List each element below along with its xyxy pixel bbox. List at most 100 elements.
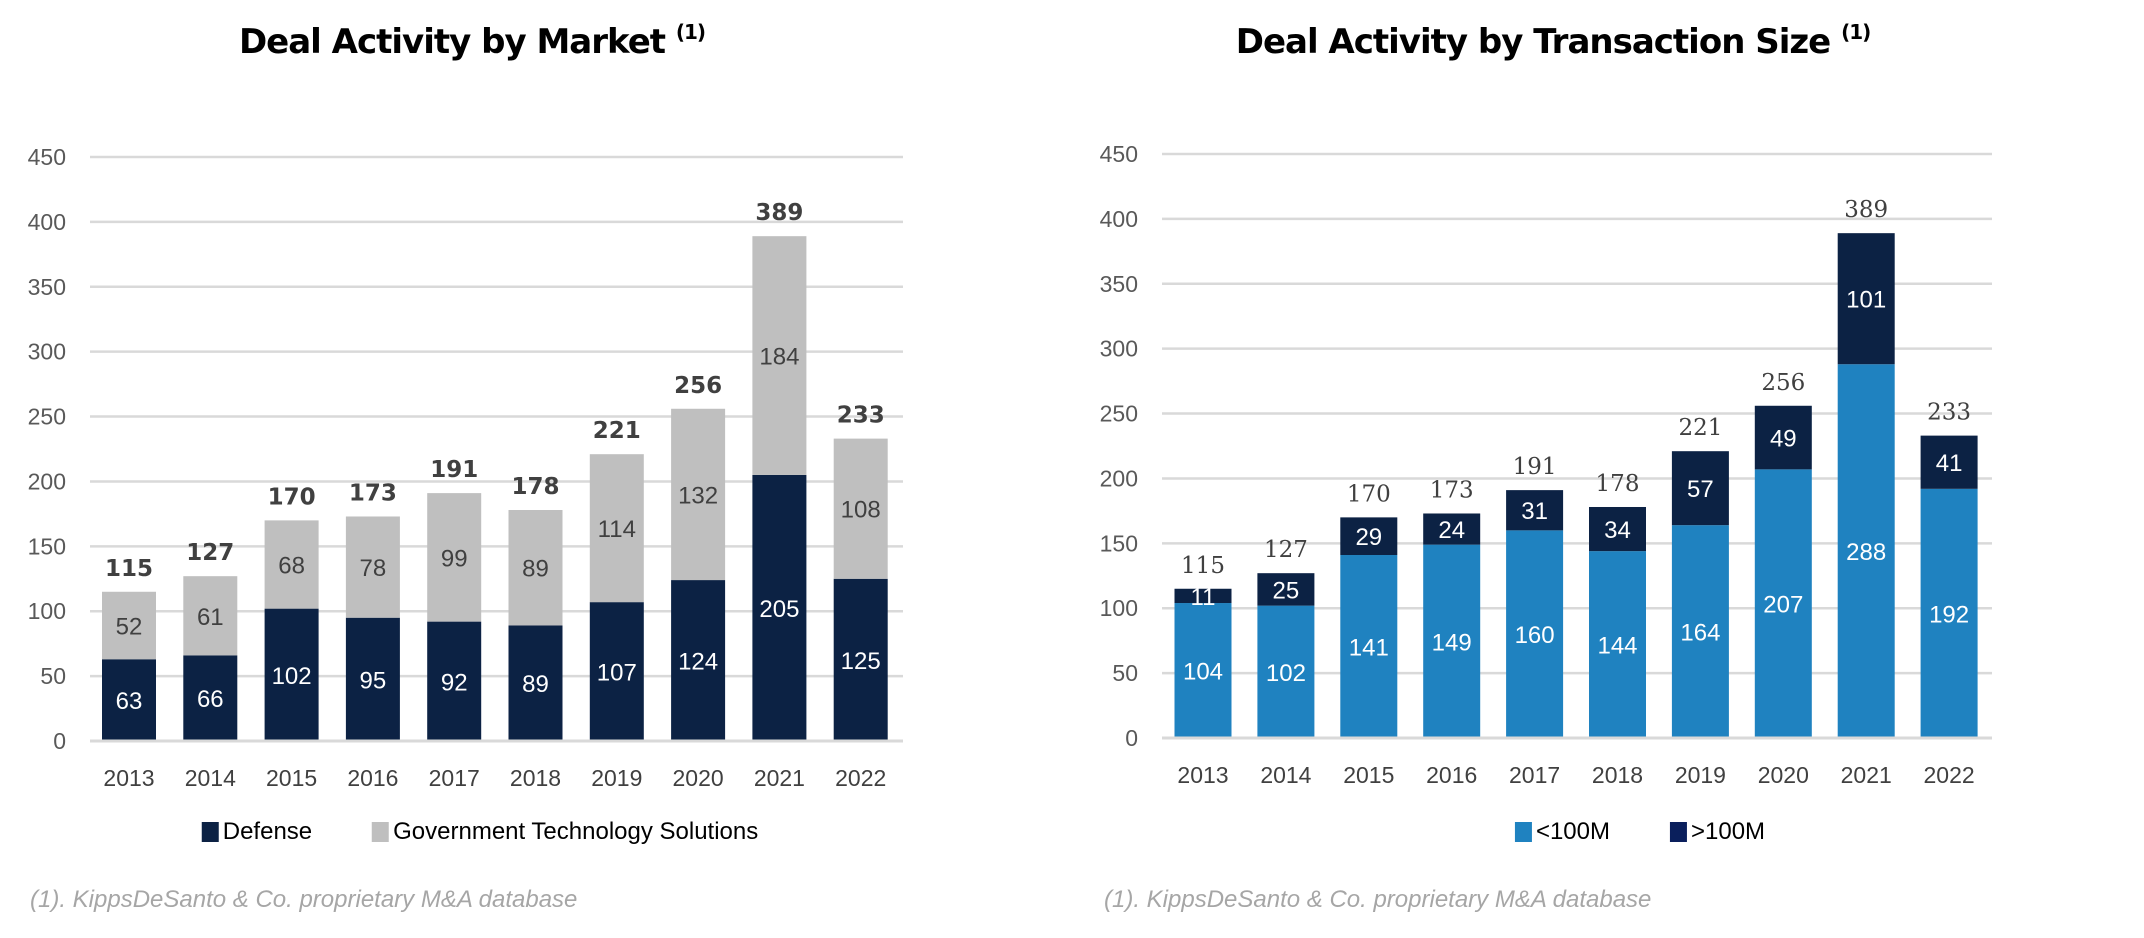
data-label: 11 <box>1191 584 1216 611</box>
data-label: 205 <box>759 596 799 623</box>
y-tick-label: 350 <box>1100 271 1138 297</box>
bar-segment--100m <box>1589 506 1646 552</box>
x-tick-label: 2018 <box>510 765 561 791</box>
data-label: 125 <box>841 648 881 675</box>
bar-segment-government-technology-solutions <box>833 438 888 579</box>
data-label: 107 <box>597 660 637 687</box>
data-label: 52 <box>116 613 143 640</box>
data-label: 25 <box>1273 577 1300 604</box>
legend-item-under-100m: <100M <box>1514 818 1610 846</box>
data-label: 66 <box>197 686 224 713</box>
bar-segment--100m <box>1174 588 1232 604</box>
bar-segment-government-technology-solutions <box>427 493 482 622</box>
data-label: 57 <box>1687 476 1714 503</box>
bar-segment-defense <box>508 625 563 741</box>
x-tick-label: 2014 <box>185 765 236 791</box>
total-label: 115 <box>1181 553 1225 579</box>
legend-label: <100M <box>1535 818 1610 845</box>
total-label: 221 <box>1678 415 1722 441</box>
y-tick-label: 100 <box>28 598 66 624</box>
legend-item-defense: Defense <box>201 818 313 846</box>
total-label: 389 <box>1844 197 1888 223</box>
x-tick-label: 2020 <box>1758 762 1809 788</box>
x-tick-label: 2015 <box>1343 762 1394 788</box>
y-tick-label: 300 <box>1100 336 1138 362</box>
total-label: 233 <box>837 403 885 429</box>
data-label: 29 <box>1355 524 1382 551</box>
bar-segment-government-technology-solutions <box>671 408 726 581</box>
bar-segment-government-technology-solutions <box>508 509 563 626</box>
data-label: 144 <box>1597 633 1637 660</box>
data-label: 164 <box>1680 620 1720 647</box>
bar-segment--100m <box>1920 488 1978 738</box>
bar-segment--100m <box>1837 364 1895 738</box>
bar-segment--100m <box>1671 525 1729 738</box>
bar-segment-government-technology-solutions <box>183 576 238 656</box>
data-label: 78 <box>360 555 387 582</box>
data-label: 31 <box>1521 498 1548 525</box>
data-label: 63 <box>116 688 143 715</box>
data-label: 141 <box>1349 635 1389 662</box>
x-tick-label: 2022 <box>1924 762 1975 788</box>
bar-segment-defense <box>752 474 807 741</box>
y-tick-label: 200 <box>1100 465 1138 491</box>
legend-swatch <box>372 822 390 842</box>
y-tick-label: 450 <box>1100 141 1138 167</box>
legend-label: Defense <box>222 818 313 845</box>
data-label: 102 <box>272 663 312 690</box>
legend-label: >100M <box>1691 818 1766 845</box>
chart-title-size: Deal Activity by Transaction Size (1) <box>1235 20 1872 62</box>
data-label: 41 <box>1936 450 1963 477</box>
bar-segment--100m <box>1257 605 1315 738</box>
total-label: 127 <box>186 540 234 566</box>
bar-segment--100m <box>1340 517 1398 556</box>
bar-segment-defense <box>345 617 400 741</box>
y-tick-label: 450 <box>28 144 66 170</box>
x-tick-label: 2016 <box>347 765 398 791</box>
title-footnote-marker: (1) <box>1841 20 1871 44</box>
total-label: 170 <box>268 484 316 510</box>
total-label: 178 <box>1596 471 1640 497</box>
x-tick-label: 2019 <box>1675 762 1726 788</box>
y-tick-label: 350 <box>28 274 66 300</box>
bar-segment-government-technology-solutions <box>264 520 319 609</box>
title-text: Deal Activity by Transaction Size <box>1235 22 1832 62</box>
total-label: 191 <box>430 457 478 483</box>
x-tick-label: 2017 <box>1509 762 1560 788</box>
total-label: 233 <box>1927 400 1971 426</box>
y-tick-label: 400 <box>1100 206 1138 232</box>
data-label: 92 <box>441 669 468 696</box>
data-label: 61 <box>197 604 224 631</box>
footnote-size: (1). KippsDeSanto & Co. proprietary M&A … <box>1104 886 1652 913</box>
data-label: 207 <box>1763 592 1803 619</box>
data-label: 288 <box>1846 539 1886 566</box>
bar-segment-government-technology-solutions <box>752 236 807 475</box>
data-label: 24 <box>1438 517 1465 544</box>
bar-segment-defense <box>833 578 888 741</box>
bar-segment-defense <box>264 608 319 741</box>
total-label: 191 <box>1513 454 1557 480</box>
data-label: 89 <box>522 671 549 698</box>
chart-title-market: Deal Activity by Market (1) <box>239 20 706 62</box>
bar-segment--100m <box>1423 513 1481 545</box>
x-tick-label: 2016 <box>1426 762 1477 788</box>
bar-segment--100m <box>1920 435 1978 489</box>
legend-size: <100M >100M <box>1514 818 1766 846</box>
data-label: 99 <box>441 545 468 572</box>
legend-market: Defense Government Technology Solutions <box>201 818 758 846</box>
x-tick-label: 2013 <box>1177 762 1228 788</box>
x-tick-label: 2018 <box>1592 762 1643 788</box>
data-label: 192 <box>1929 601 1969 628</box>
y-tick-label: 250 <box>28 404 66 430</box>
bar-segment-defense <box>183 655 238 741</box>
x-tick-label: 2021 <box>1841 762 1892 788</box>
data-label: 102 <box>1266 660 1306 687</box>
y-tick-label: 300 <box>28 339 66 365</box>
x-tick-label: 2015 <box>266 765 317 791</box>
legend-swatch <box>1514 822 1532 842</box>
total-label: 115 <box>105 556 153 582</box>
bar-segment--100m <box>1754 469 1812 738</box>
total-label: 256 <box>674 373 722 399</box>
data-label: 101 <box>1846 287 1886 314</box>
